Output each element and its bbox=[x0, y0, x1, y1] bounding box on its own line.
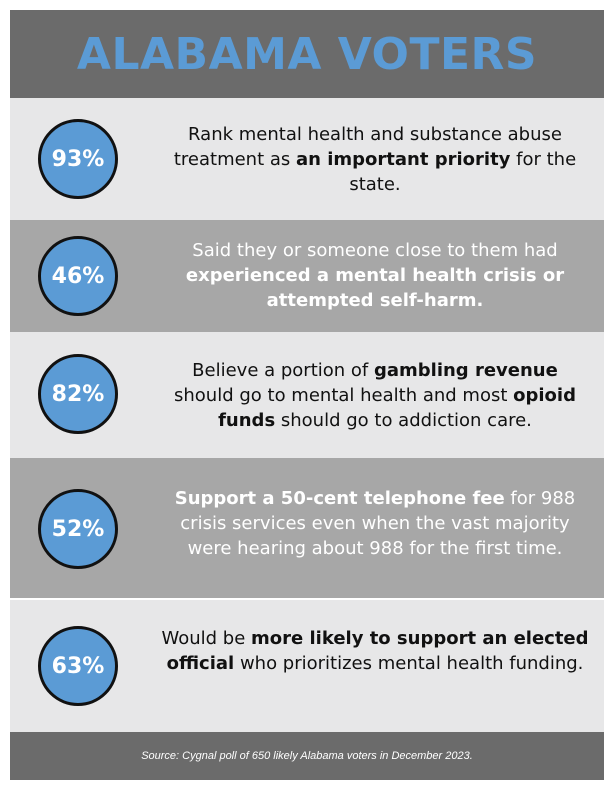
stat-row-4: 52% Support a 50-cent telephone fee for … bbox=[10, 458, 604, 598]
stat-percent-badge: 63% bbox=[38, 626, 118, 706]
stat-percent-badge: 93% bbox=[38, 119, 118, 199]
stat-text-segment: who prioritizes mental health funding. bbox=[234, 653, 584, 674]
page-title: ALABAMA VOTERS bbox=[76, 28, 538, 80]
stat-description: Believe a portion of gambling revenue sh… bbox=[160, 358, 590, 433]
source-footer: Source: Cygnal poll of 650 likely Alabam… bbox=[10, 732, 604, 780]
stat-percent-badge: 46% bbox=[38, 236, 118, 316]
stat-description: Rank mental health and substance abuse t… bbox=[160, 122, 590, 197]
header-banner: ALABAMA VOTERS bbox=[10, 10, 604, 98]
stat-text-segment: for the state. bbox=[349, 149, 577, 195]
stat-text-segment: Rank mental health and substance abuse t… bbox=[173, 124, 562, 170]
stat-text-segment: Would be bbox=[161, 628, 252, 649]
stat-text-segment: should go to mental health and most bbox=[174, 385, 514, 406]
stat-row-5: 63% Would be more likely to support an e… bbox=[10, 598, 604, 732]
stat-description: Support a 50-cent telephone fee for 988 … bbox=[160, 486, 590, 561]
stat-text-segment: experienced a mental health crisis or at… bbox=[185, 265, 565, 311]
stat-row-3: 82% Believe a portion of gambling revenu… bbox=[10, 332, 604, 458]
stat-text-segment: an important priority bbox=[296, 149, 511, 170]
source-note: Source: Cygnal poll of 650 likely Alabam… bbox=[141, 750, 473, 762]
stat-text-segment: Said they or someone close to them had bbox=[192, 240, 558, 261]
infographic: ALABAMA VOTERS 93% Rank mental health an… bbox=[10, 10, 604, 790]
stat-text-segment: Believe a portion of bbox=[192, 360, 374, 381]
stat-row-2: 46% Said they or someone close to them h… bbox=[10, 220, 604, 332]
stat-text-segment: opioid funds bbox=[218, 385, 576, 431]
stat-percent-badge: 82% bbox=[38, 354, 118, 434]
stat-text-segment: gambling revenue bbox=[373, 360, 558, 381]
stat-row-1: 93% Rank mental health and substance abu… bbox=[10, 98, 604, 220]
stat-text-segment: Support a 50-cent telephone fee bbox=[174, 488, 505, 509]
stat-text-segment: should go to addiction care. bbox=[275, 410, 532, 431]
stat-text-segment: for 988 crisis services even when the va… bbox=[180, 488, 576, 559]
stat-text-segment: more likely to support an elected offici… bbox=[166, 628, 589, 674]
stat-description: Said they or someone close to them had e… bbox=[160, 238, 590, 313]
stat-description: Would be more likely to support an elect… bbox=[160, 626, 590, 676]
stat-percent-badge: 52% bbox=[38, 489, 118, 569]
